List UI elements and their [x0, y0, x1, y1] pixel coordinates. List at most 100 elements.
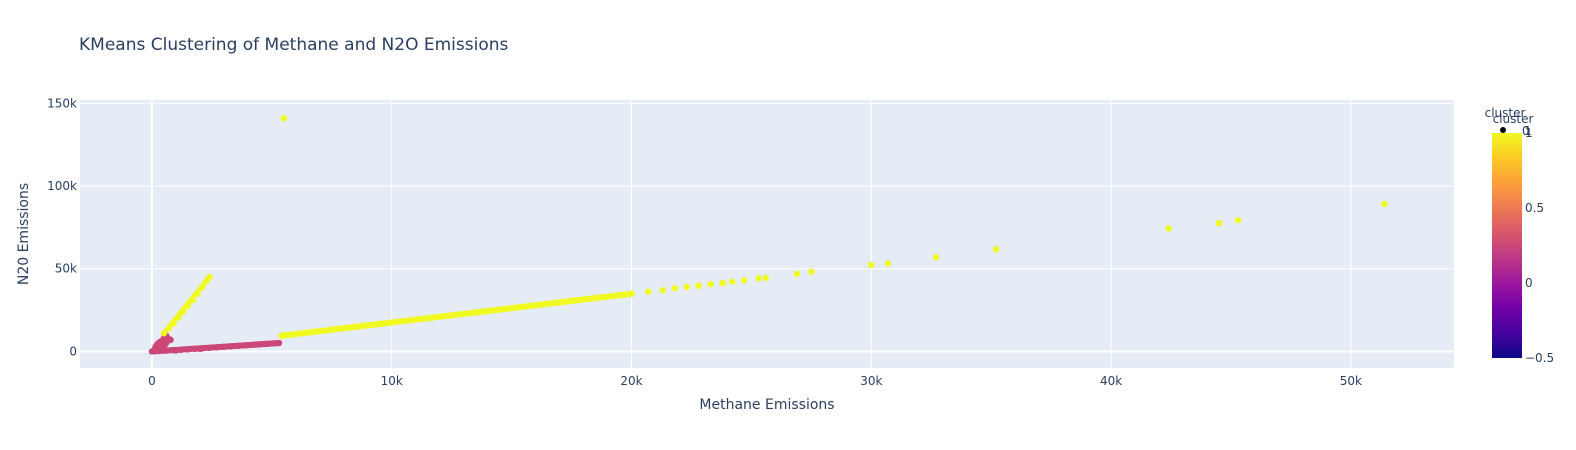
data-point [163, 347, 170, 354]
data-point [793, 270, 801, 277]
data-point [604, 293, 611, 300]
data-point [707, 281, 714, 288]
cluster-1-points [160, 114, 1388, 339]
data-point [227, 343, 235, 350]
data-point [175, 314, 182, 321]
x-tick-label: 0 [148, 374, 156, 388]
data-point [191, 345, 199, 353]
x-tick-label: 10k [381, 374, 403, 388]
chart-title: KMeans Clustering of Methane and N2O Emi… [79, 35, 509, 55]
data-point [165, 325, 172, 332]
y-tick-label: 100k [47, 179, 77, 193]
data-point [412, 316, 419, 323]
y-axis-ticks: 0 50k 100k 150k [47, 96, 77, 358]
colorbar-ticks: −0.5 0 0.5 1 [1525, 126, 1554, 365]
data-point [352, 323, 359, 330]
data-point [671, 285, 678, 292]
colorbar-gradient [1492, 133, 1522, 358]
data-point [213, 344, 220, 351]
y-tick-label: 150k [47, 96, 77, 110]
data-point [311, 328, 319, 335]
data-point [496, 306, 503, 313]
data-points [148, 114, 1388, 355]
data-point [278, 332, 285, 339]
data-point [263, 340, 271, 348]
colorbar-tick-label: 1 [1525, 126, 1533, 140]
data-point [729, 278, 736, 285]
data-point [1215, 219, 1223, 227]
y-tick-label: 0 [69, 344, 77, 358]
colorbar-tick-label: 0 [1525, 276, 1533, 290]
plot-area [80, 100, 1454, 368]
data-point [220, 343, 228, 351]
data-point [868, 261, 875, 269]
data-point [484, 307, 491, 315]
data-point [275, 339, 283, 347]
legend-entry-1[interactable]: 1 [1524, 124, 1532, 138]
data-point [271, 340, 278, 347]
data-point [884, 260, 892, 267]
data-point [199, 283, 206, 291]
data-point [1381, 200, 1388, 208]
y-axis-title: N20 Emissions [16, 183, 32, 285]
x-tick-label: 40k [1100, 374, 1122, 388]
data-point [170, 320, 177, 327]
data-point [472, 309, 479, 316]
data-point [1234, 217, 1242, 224]
data-point [364, 321, 371, 329]
data-point [179, 308, 187, 315]
data-point [520, 303, 527, 310]
data-point [177, 346, 184, 354]
data-point [544, 300, 551, 308]
grid [80, 100, 1454, 368]
data-point [645, 288, 652, 295]
data-point [153, 341, 160, 349]
data-point [1165, 225, 1172, 232]
data-point [592, 294, 599, 302]
data-point [448, 312, 455, 319]
data-point [508, 304, 515, 312]
data-point [160, 330, 168, 337]
data-point [189, 296, 196, 304]
data-point [659, 287, 666, 294]
data-point [206, 273, 213, 281]
x-tick-label: 30k [860, 374, 882, 388]
data-point [755, 275, 762, 282]
data-point [568, 297, 575, 305]
x-axis-title: Methane Emissions [699, 397, 834, 413]
data-point [376, 320, 383, 327]
data-point [172, 347, 180, 354]
colorbar-tick-label: 0.5 [1525, 201, 1544, 215]
data-point [340, 325, 347, 332]
legend-entry-0[interactable]: 0 [1522, 124, 1530, 138]
data-point [932, 253, 940, 261]
data-point [159, 339, 166, 346]
data-point [628, 290, 635, 297]
data-point [616, 292, 623, 299]
data-point [460, 310, 467, 318]
data-point [436, 313, 443, 320]
data-point [695, 282, 702, 289]
data-point [184, 346, 192, 353]
data-point [280, 114, 288, 122]
data-point [719, 279, 726, 287]
x-tick-label: 50k [1340, 374, 1362, 388]
legend-title: cluster [1485, 106, 1526, 120]
cluster-0-points [148, 332, 283, 355]
data-point [184, 302, 192, 310]
data-point [194, 290, 201, 297]
x-axis-ticks: 0 10k 20k 30k 40k 50k [148, 374, 1362, 388]
data-point [167, 336, 174, 344]
data-point [808, 268, 815, 275]
data-point [400, 317, 407, 325]
data-point [741, 277, 748, 284]
data-point [532, 302, 539, 309]
data-point [762, 274, 770, 282]
data-point [992, 246, 1000, 253]
data-point [249, 341, 256, 349]
data-point [242, 342, 249, 349]
data-point [328, 326, 335, 333]
data-point [256, 341, 264, 348]
legend[interactable]: cluster 0 1 [1485, 106, 1532, 138]
